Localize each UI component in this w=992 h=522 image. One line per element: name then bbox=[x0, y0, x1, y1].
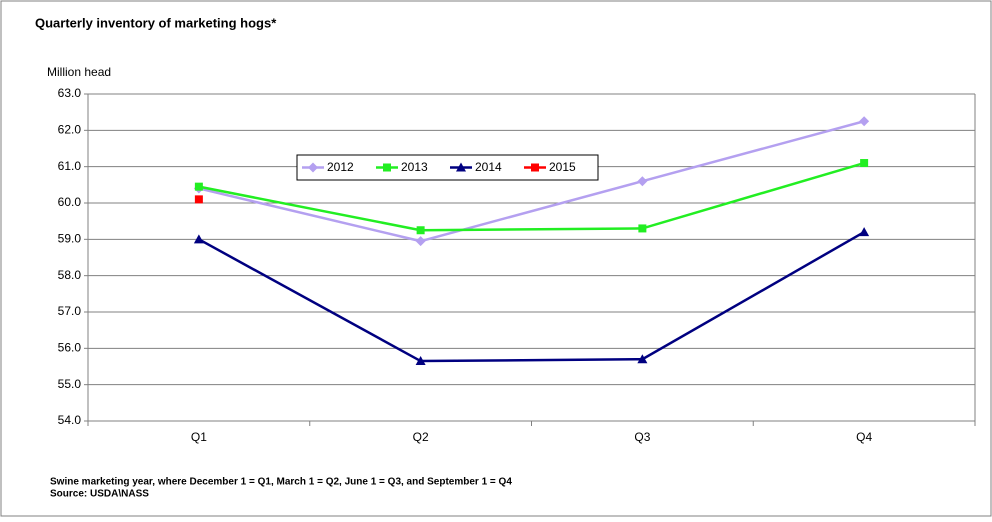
footnote: Swine marketing year, where December 1 =… bbox=[50, 477, 512, 488]
series-line bbox=[198, 120, 865, 243]
series-line bbox=[198, 161, 865, 232]
point bbox=[859, 116, 870, 127]
legend-label: 2014 bbox=[475, 160, 502, 174]
legend-marker bbox=[308, 162, 318, 173]
point bbox=[415, 356, 426, 366]
y-tick-label: 62.0 bbox=[58, 123, 82, 137]
y-tick-label: 59.0 bbox=[58, 232, 82, 246]
point bbox=[637, 176, 648, 187]
y-tick-label: 63.0 bbox=[58, 86, 82, 100]
legend-label: 2012 bbox=[327, 160, 354, 174]
point bbox=[416, 226, 425, 235]
point bbox=[637, 354, 648, 364]
source: Source: USDA\NASS bbox=[50, 489, 149, 500]
point bbox=[860, 159, 869, 168]
legend-marker bbox=[456, 162, 466, 172]
y-tick-label: 57.0 bbox=[58, 304, 82, 318]
y-tick-label: 58.0 bbox=[58, 268, 82, 282]
x-tick-label: Q2 bbox=[413, 430, 429, 444]
point bbox=[415, 236, 426, 247]
series-line bbox=[198, 230, 865, 363]
point bbox=[194, 195, 203, 204]
point bbox=[193, 234, 204, 244]
point bbox=[859, 227, 870, 237]
y-axis-label: Million head bbox=[47, 65, 111, 79]
point bbox=[194, 182, 203, 191]
x-tick-label: Q4 bbox=[856, 430, 872, 444]
y-tick-label: 60.0 bbox=[58, 195, 82, 209]
chart-title: Quarterly inventory of marketing hogs* bbox=[35, 15, 277, 30]
x-tick-label: Q1 bbox=[191, 430, 207, 444]
legend-label: 2015 bbox=[549, 160, 576, 174]
x-tick-label: Q3 bbox=[634, 430, 650, 444]
y-tick-label: 61.0 bbox=[58, 159, 82, 173]
legend: 2012 2013 2014 2015 bbox=[296, 154, 599, 181]
y-tick-label: 56.0 bbox=[58, 341, 82, 355]
y-tick-label: 54.0 bbox=[58, 413, 82, 427]
legend-box bbox=[296, 154, 599, 181]
legend-marker bbox=[383, 163, 391, 172]
y-tick-label: 55.0 bbox=[58, 377, 82, 391]
point bbox=[638, 224, 647, 233]
legend-marker bbox=[531, 163, 539, 172]
legend-label: 2013 bbox=[401, 160, 428, 174]
